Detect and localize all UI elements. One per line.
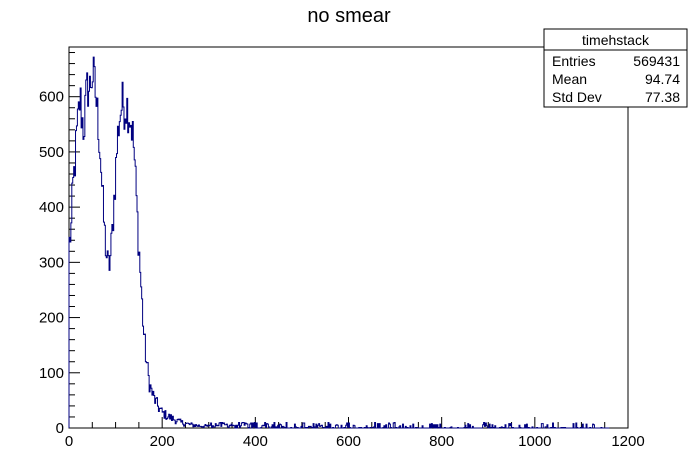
- stats-box: timehstack Entries 569431 Mean 94.74 Std…: [543, 28, 688, 108]
- stats-stddev-value: 77.38: [645, 89, 680, 105]
- y-axis: 0 100 200 300 400 500 600: [39, 52, 80, 437]
- stats-mean-label: Mean: [552, 71, 587, 87]
- x-tick-label: 400: [243, 433, 268, 450]
- chart-title: no smear: [307, 5, 391, 27]
- y-tick-label: 300: [39, 254, 64, 271]
- y-tick-label: 100: [39, 365, 64, 382]
- x-axis: 0 200 400 600 800 1000 1200: [65, 417, 645, 450]
- stats-mean-value: 94.74: [645, 71, 680, 87]
- x-tick-label: 0: [65, 433, 73, 450]
- x-tick-label: 600: [336, 433, 361, 450]
- y-tick-label: 500: [39, 144, 64, 161]
- y-tick-label: 0: [56, 420, 64, 437]
- y-tick-label: 400: [39, 199, 64, 216]
- x-tick-label: 200: [150, 433, 175, 450]
- stats-box-frame: [543, 28, 688, 108]
- y-tick-label: 600: [39, 89, 64, 106]
- x-tick-label: 1200: [611, 433, 644, 450]
- stats-entries-label: Entries: [552, 53, 596, 69]
- stats-box-title: timehstack: [582, 32, 650, 48]
- x-tick-label: 800: [429, 433, 454, 450]
- x-tick-label: 1000: [518, 433, 551, 450]
- y-tick-label: 200: [39, 310, 64, 327]
- stats-stddev-label: Std Dev: [552, 89, 602, 105]
- histogram-series-line: [68, 56, 610, 429]
- stats-entries-value: 569431: [633, 53, 680, 69]
